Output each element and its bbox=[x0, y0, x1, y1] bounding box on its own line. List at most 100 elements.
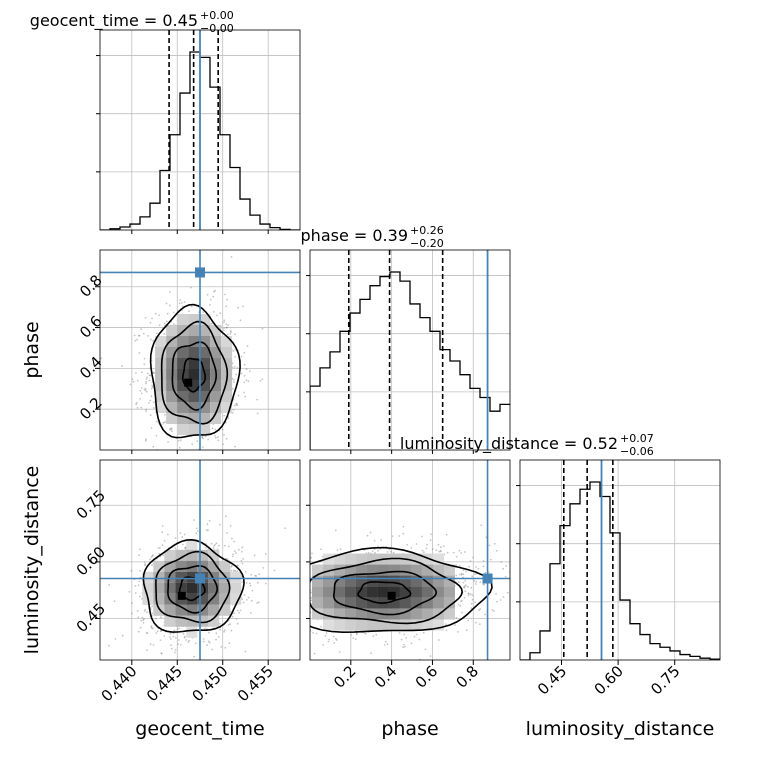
sample-point bbox=[108, 583, 111, 586]
sample-point bbox=[456, 631, 459, 633]
sample-point bbox=[150, 395, 153, 398]
sample-point bbox=[235, 552, 237, 554]
sample-point bbox=[136, 609, 139, 612]
density-cell bbox=[421, 586, 433, 598]
density-cell bbox=[443, 586, 455, 598]
sample-point bbox=[146, 611, 148, 614]
density-cell bbox=[164, 549, 176, 561]
sample-point bbox=[226, 298, 229, 301]
sample-point bbox=[161, 525, 164, 527]
panel-title-luminosity_distance: luminosity_distance = 0.52 +0.07−0.06 bbox=[400, 432, 654, 458]
y-tick-label: 0.45 bbox=[73, 600, 109, 636]
density-cell bbox=[188, 324, 200, 336]
sample-point bbox=[369, 531, 372, 534]
sample-point bbox=[190, 286, 192, 289]
sample-point bbox=[306, 589, 308, 591]
sample-point bbox=[201, 435, 204, 438]
sample-point bbox=[469, 593, 472, 596]
sample-point bbox=[233, 404, 236, 407]
density-cell bbox=[399, 597, 411, 609]
contour-level-2 bbox=[155, 550, 231, 624]
density-cell bbox=[355, 586, 367, 598]
sample-point bbox=[283, 565, 285, 567]
density-cell bbox=[199, 324, 211, 336]
sample-point bbox=[211, 648, 214, 651]
sample-point bbox=[138, 548, 141, 551]
density-cell bbox=[197, 582, 209, 594]
sample-point bbox=[140, 619, 143, 622]
sample-point bbox=[195, 532, 198, 534]
sample-point bbox=[214, 436, 217, 439]
density-cell bbox=[186, 615, 198, 627]
sample-point bbox=[179, 439, 182, 442]
sample-point bbox=[157, 517, 159, 519]
sample-point bbox=[445, 533, 448, 536]
density-cell bbox=[188, 368, 200, 380]
sample-point bbox=[479, 581, 482, 584]
sample-point bbox=[403, 633, 405, 636]
density-cell bbox=[177, 335, 189, 347]
sample-point bbox=[194, 642, 197, 645]
sample-point bbox=[153, 401, 156, 404]
sample-point bbox=[213, 545, 216, 547]
sample-point bbox=[460, 600, 462, 603]
sample-point bbox=[473, 579, 476, 582]
sample-point bbox=[144, 389, 147, 392]
sample-point bbox=[224, 293, 226, 296]
sample-point bbox=[250, 573, 253, 576]
sample-point bbox=[403, 643, 405, 646]
density-peak bbox=[387, 591, 396, 600]
sample-point bbox=[373, 540, 376, 542]
sample-point bbox=[220, 638, 222, 640]
sample-point bbox=[239, 319, 242, 322]
sample-point bbox=[464, 584, 467, 587]
sample-point bbox=[233, 550, 236, 552]
sample-point bbox=[422, 631, 425, 634]
sample-point bbox=[227, 624, 230, 626]
density-cell bbox=[153, 582, 165, 594]
sample-point bbox=[152, 371, 155, 374]
sample-point bbox=[310, 591, 312, 594]
truth-marker bbox=[195, 573, 205, 584]
sample-point bbox=[223, 414, 226, 417]
sample-point bbox=[144, 608, 147, 611]
sample-point bbox=[159, 630, 162, 632]
sample-point bbox=[196, 440, 199, 442]
sample-point bbox=[303, 583, 305, 585]
density-cell bbox=[199, 412, 211, 424]
sample-point bbox=[184, 547, 187, 550]
sample-point bbox=[151, 555, 154, 557]
sample-point bbox=[214, 428, 217, 431]
sample-point bbox=[136, 379, 139, 382]
sample-point bbox=[306, 609, 308, 611]
sample-point bbox=[398, 632, 401, 634]
panel-frame bbox=[99, 459, 301, 661]
sample-point bbox=[226, 532, 228, 534]
sample-point bbox=[139, 389, 142, 392]
sample-point bbox=[149, 558, 151, 561]
sample-point bbox=[229, 623, 231, 625]
sample-point bbox=[437, 664, 439, 666]
sample-point bbox=[212, 311, 215, 313]
sample-point bbox=[418, 638, 421, 641]
density-cell bbox=[366, 597, 378, 609]
sample-point bbox=[162, 554, 165, 556]
density-cell bbox=[221, 357, 233, 369]
sample-point bbox=[184, 635, 186, 638]
sample-point bbox=[166, 312, 169, 315]
x-tick-label: 0.2 bbox=[330, 662, 360, 692]
sample-point bbox=[245, 598, 248, 601]
sample-point bbox=[179, 299, 182, 301]
sample-point bbox=[388, 548, 391, 551]
sample-point bbox=[484, 613, 486, 616]
sample-point bbox=[151, 385, 154, 388]
density-cell bbox=[219, 593, 231, 605]
sample-point bbox=[439, 550, 442, 553]
sample-point bbox=[223, 630, 226, 633]
density-cell bbox=[186, 604, 198, 616]
sample-point bbox=[154, 312, 157, 315]
sample-point bbox=[287, 582, 289, 584]
density-cell bbox=[366, 619, 378, 631]
sample-point bbox=[460, 574, 463, 576]
sample-point bbox=[238, 548, 240, 551]
